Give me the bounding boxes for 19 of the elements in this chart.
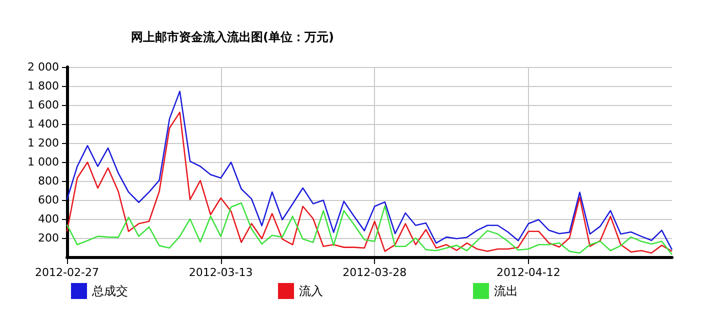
y-tick-label: 800 [38, 174, 59, 188]
y-tick-label: 200 [38, 232, 59, 244]
legend-label: 流入 [299, 284, 323, 298]
y-tick-label: 400 [38, 212, 59, 226]
y-tick-label: 1 600 [28, 98, 59, 112]
y-tick-label: 600 [38, 194, 59, 206]
y-tick-label: 1 800 [28, 80, 59, 92]
y-tick-label: 2 000 [28, 60, 59, 74]
chart-title: 网上邮市资金流入流出图(单位：万元) [131, 30, 334, 44]
x-tick-label: 2012-03-13 [188, 266, 253, 279]
x-tick-label: 2012-02-27 [35, 266, 99, 279]
legend-label: 总成交 [91, 284, 128, 298]
y-tick-label: 1 400 [28, 118, 59, 130]
x-tick-label: 2012-03-28 [342, 266, 407, 279]
y-tick-label: 1 000 [28, 156, 59, 168]
x-tick-label: 2012-04-12 [496, 266, 560, 279]
y-tick-label: 1 200 [28, 136, 59, 150]
legend-label: 流出 [494, 284, 518, 298]
line-series [66, 202, 673, 256]
